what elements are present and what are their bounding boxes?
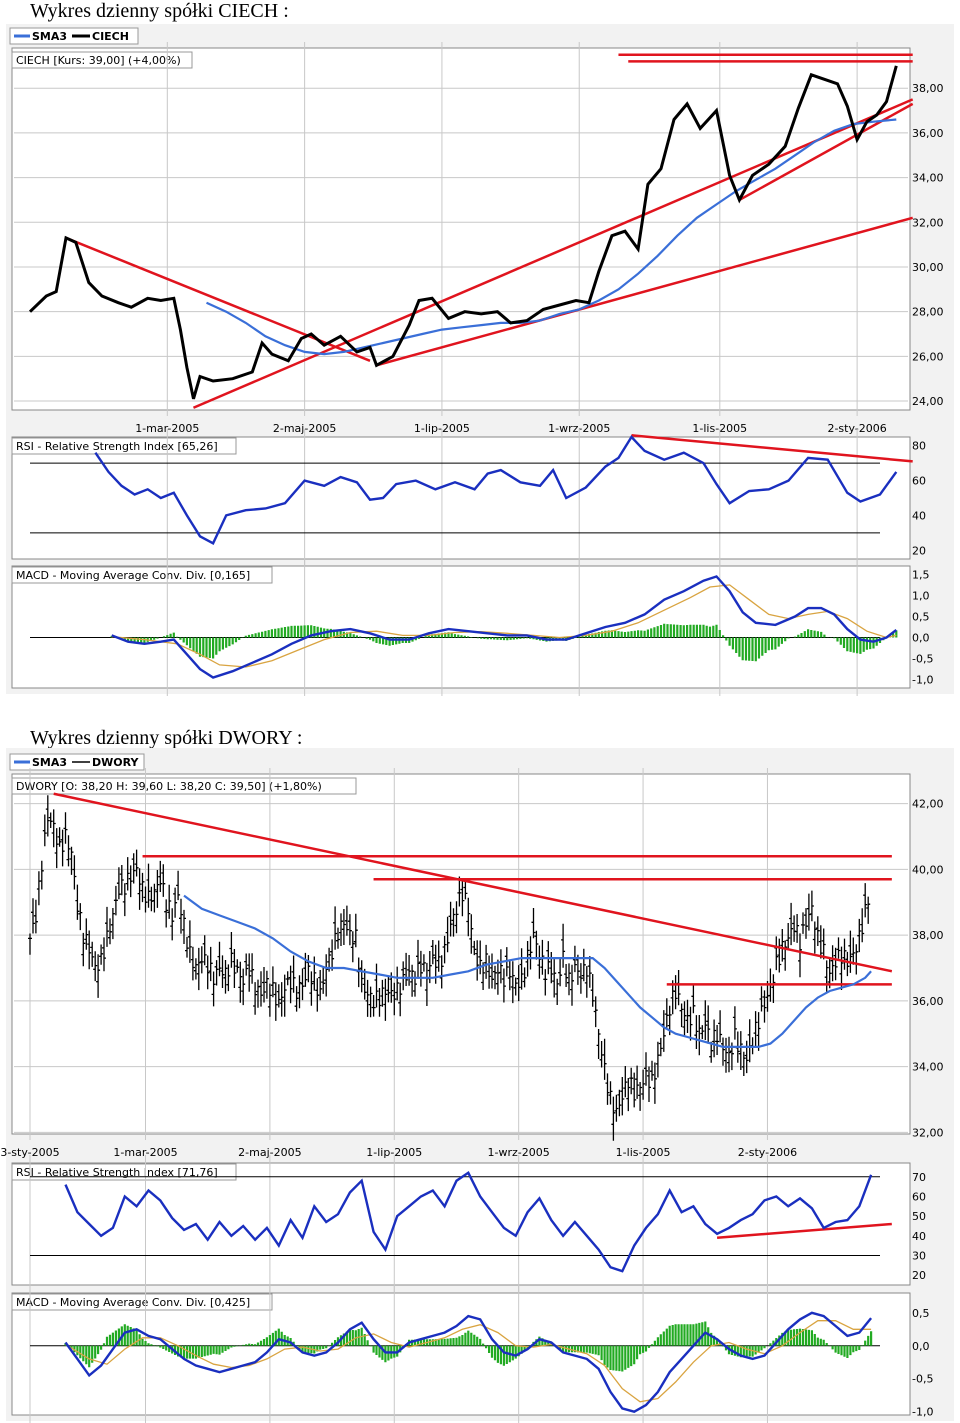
ciech-macd-y-ticks: -1,0 -0,5 0,0 0,5 1,0 1,5	[912, 568, 933, 686]
x-tick-label: 1-mar-2005	[113, 1146, 177, 1159]
ciech-chart: SMA3 CIECH CIECH [Kurs: 39,00] (+4,00%) …	[6, 24, 954, 696]
x-tick-label: 1-lis-2005	[692, 422, 747, 435]
ciech-rsi-line	[94, 435, 898, 545]
dwory-macd-line	[64, 1311, 873, 1413]
y-tick-label: -1,0	[912, 1406, 933, 1419]
trendline	[53, 792, 893, 973]
x-tick-label: 1-lis-2005	[616, 1146, 671, 1159]
dwory-signal-line	[65, 1320, 872, 1403]
y-tick-label: -0,5	[912, 653, 933, 666]
y-tick-label: 1,0	[912, 589, 930, 602]
ciech-rsi-levels	[30, 462, 880, 534]
ciech-price-info: CIECH [Kurs: 39,00] (+4,00%)	[16, 54, 181, 67]
y-tick-label: 40,00	[912, 863, 944, 876]
ciech-price-y-ticks: 24,00 26,00 28,00 30,00 32,00 34,00 36,00 38,00	[912, 82, 944, 408]
y-tick-label: 34,00	[912, 172, 944, 185]
x-tick-label: 1-lip-2005	[366, 1146, 422, 1159]
ciech-heading: Wykres dzienny spółki CIECH :	[30, 0, 289, 22]
dwory-macd-grid	[29, 1285, 880, 1423]
y-tick-label: 26,00	[912, 350, 944, 363]
legend-sma3-dwory: SMA3	[32, 756, 67, 769]
dwory-price-y-ticks: 32,00 34,00 36,00 38,00 40,00 42,00	[912, 798, 944, 1140]
y-tick-label: 20	[912, 544, 926, 557]
dwory-rsi-line	[64, 1171, 873, 1273]
dwory-trendlines	[53, 792, 893, 986]
trendline	[192, 98, 914, 409]
x-tick-label: 1-wrz-2005	[488, 1146, 550, 1159]
x-tick-label: 1-mar-2005	[135, 422, 199, 435]
y-tick-label: 40	[912, 1230, 926, 1243]
y-tick-label: 60	[912, 475, 926, 488]
ciech-rsi-info: RSI - Relative Strength Index [65,26]	[16, 440, 218, 453]
dwory-macd-info: MACD - Moving Average Conv. Div. [0,425]	[16, 1296, 250, 1309]
ciech-price-grid	[14, 42, 908, 416]
dwory-rsi-trendline	[717, 1222, 892, 1240]
dwory-heading: Wykres dzienny spółki DWORY :	[30, 727, 303, 749]
ciech-macd-info: MACD - Moving Average Conv. Div. [0,165]	[16, 569, 250, 582]
x-tick-label: 2-sty-2006	[827, 422, 886, 435]
ciech-price-line	[28, 65, 898, 400]
ciech-signal-line	[111, 584, 897, 668]
dwory-rsi-y-ticks: 20 30 40 50 60 70	[912, 1171, 926, 1282]
y-tick-label: 40	[912, 509, 926, 522]
y-tick-label: 42,00	[912, 798, 944, 811]
ciech-rsi-y-ticks: 20 40 60 80	[912, 440, 926, 558]
y-tick-label: 32,00	[912, 216, 944, 229]
ciech-rsi-trendline	[631, 434, 913, 463]
dwory-ohlc-bars	[28, 795, 871, 1141]
dwory-sma-line	[183, 894, 872, 1048]
y-tick-label: 20	[912, 1269, 926, 1282]
y-tick-label: 70	[912, 1171, 926, 1184]
y-tick-label: 0,0	[912, 1340, 930, 1353]
y-tick-label: 24,00	[912, 395, 944, 408]
y-tick-label: 38,00	[912, 929, 944, 942]
dwory-price-grid	[14, 768, 908, 1140]
y-tick-label: -1,0	[912, 674, 933, 687]
ciech-sma-line	[206, 118, 897, 356]
trendline	[376, 216, 914, 367]
y-tick-label: 38,00	[912, 82, 944, 95]
dwory-price-x-ticks: 3-sty-2005 1-mar-2005 2-maj-2005 1-lip-2005…	[0, 1146, 797, 1159]
y-tick-label: 34,00	[912, 1061, 944, 1074]
dwory-macd-y-ticks: -1,0 -0,5 0,0 0,5	[912, 1307, 933, 1419]
y-tick-label: 50	[912, 1210, 926, 1223]
y-tick-label: 60	[912, 1190, 926, 1203]
y-tick-label: 30,00	[912, 261, 944, 274]
y-tick-label: 0,0	[912, 632, 930, 645]
ciech-price-x-ticks: 1-mar-2005 2-maj-2005 1-lip-2005 1-wrz-2005…	[135, 422, 887, 435]
legend-ciech: CIECH	[92, 30, 129, 43]
dwory-rsi-levels	[30, 1176, 880, 1256]
ohlc-bar-path	[28, 795, 871, 1141]
x-tick-label: 1-wrz-2005	[548, 422, 610, 435]
legend-dwory: DWORY	[92, 756, 139, 769]
dwory-price-info: DWORY [O: 38,20 H: 39,60 L: 38,20 C: 39,…	[16, 780, 322, 793]
y-tick-label: 80	[912, 440, 926, 453]
y-tick-label: 36,00	[912, 995, 944, 1008]
y-tick-label: 30	[912, 1249, 926, 1262]
x-tick-label: 2-sty-2006	[738, 1146, 797, 1159]
y-tick-label: -0,5	[912, 1373, 933, 1386]
y-tick-label: 36,00	[912, 127, 944, 140]
x-tick-label: 2-maj-2005	[273, 422, 336, 435]
dwory-rsi-info: RSI - Relative Strength Index [71,76]	[16, 1166, 218, 1179]
legend-sma3: SMA3	[32, 30, 67, 43]
ciech-macd-line	[111, 575, 898, 679]
y-tick-label: 32,00	[912, 1126, 944, 1139]
y-tick-label: 0,5	[912, 1307, 930, 1320]
y-tick-label: 1,5	[912, 568, 930, 581]
x-tick-label: 2-maj-2005	[238, 1146, 301, 1159]
ciech-rsi-grid	[166, 429, 858, 567]
dwory-chart: SMA3 DWORY DWORY [O: 38,20 H: 39,60 L: 3…	[0, 748, 954, 1423]
y-tick-label: 28,00	[912, 306, 944, 319]
x-tick-label: 1-lip-2005	[414, 422, 470, 435]
x-tick-label: 3-sty-2005	[0, 1146, 59, 1159]
y-tick-label: 0,5	[912, 610, 930, 623]
